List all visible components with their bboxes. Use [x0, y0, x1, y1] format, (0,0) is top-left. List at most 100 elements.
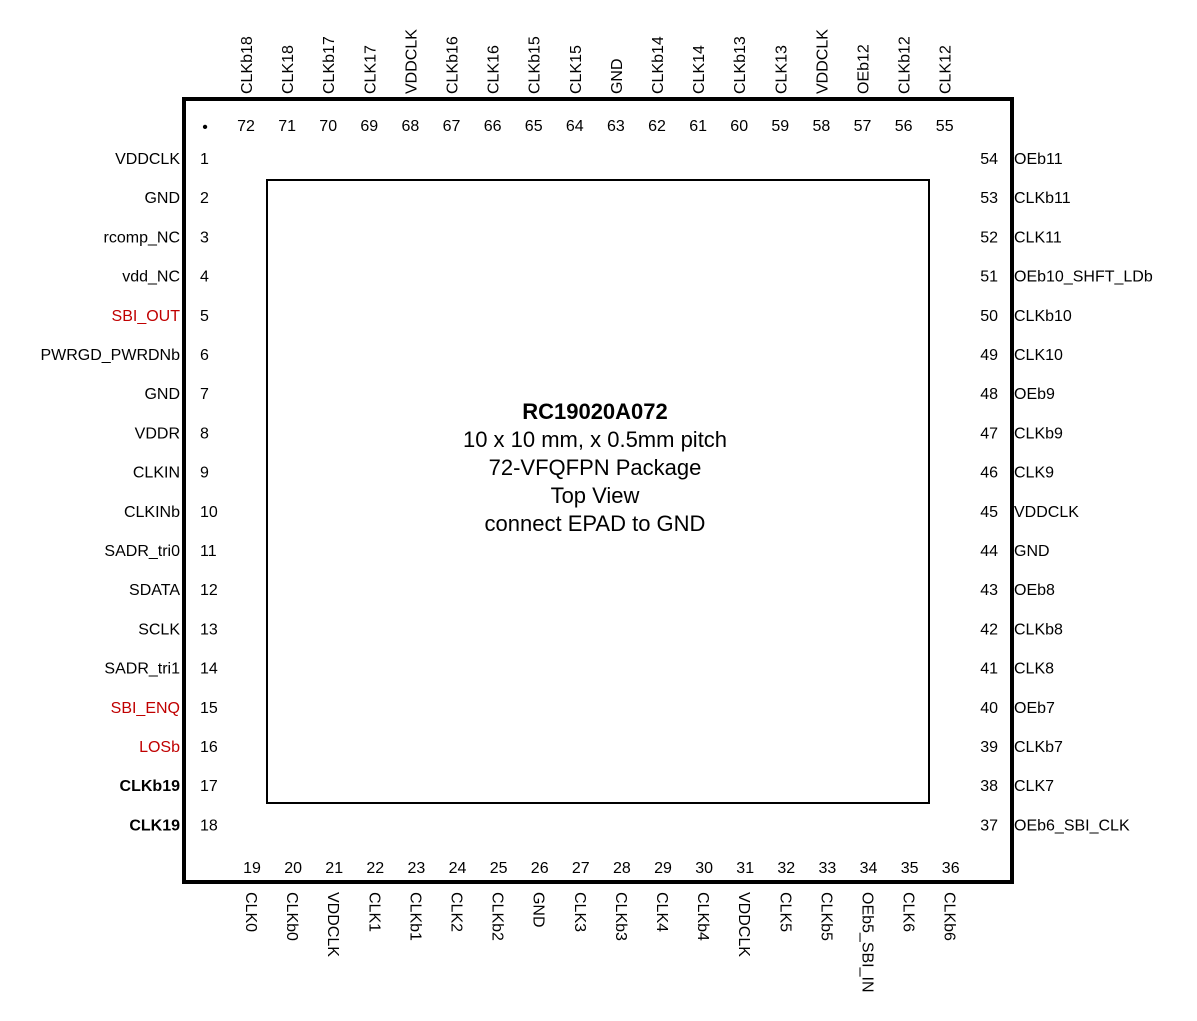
bottom-pin-name: CLK4 [653, 892, 670, 932]
top-pin-number: 67 [443, 118, 461, 135]
bottom-pin-number: 23 [408, 860, 426, 877]
bottom-pin-name: CLKb6 [941, 892, 958, 941]
description-line: connect EPAD to GND [484, 511, 706, 536]
left-pin-number: 16 [200, 739, 218, 756]
bottom-pin-name: VDDCLK [735, 892, 752, 957]
bottom-pin-number: 33 [819, 860, 837, 877]
top-pin-number: 60 [730, 118, 748, 135]
right-pin-number: 44 [980, 543, 998, 560]
top-pin-name: CLKb17 [321, 36, 338, 94]
bottom-pin-name: VDDCLK [324, 892, 341, 957]
left-pin-number: 6 [200, 347, 209, 364]
bottom-pin-name: CLKb5 [817, 892, 834, 941]
left-pin-name: vdd_NC [122, 269, 180, 286]
right-pin-number: 47 [980, 425, 998, 442]
left-pin-name: VDDR [135, 425, 180, 442]
right-pin-number: 41 [980, 661, 998, 678]
bottom-pin-number: 34 [860, 860, 878, 877]
pin1-marker: • [202, 119, 208, 136]
bottom-pin-number: 36 [942, 860, 960, 877]
right-pin-number: 40 [980, 700, 998, 717]
right-pin-name: CLKb10 [1014, 308, 1072, 325]
left-pin-name: LOSb [139, 739, 180, 756]
left-pin-number: 2 [200, 190, 209, 207]
top-pin-name: CLKb18 [239, 36, 256, 94]
description-line: 72-VFQFPN Package [488, 455, 702, 480]
top-pin-number: 72 [237, 118, 255, 135]
left-pin-name: CLKIN [133, 465, 180, 482]
bottom-pin-name: CLKb0 [283, 892, 300, 941]
right-pin-number: 54 [980, 151, 998, 168]
right-pin-name: OEb7 [1014, 700, 1055, 717]
bottom-pin-name: CLK2 [448, 892, 465, 932]
top-pin-name: CLK13 [773, 45, 790, 94]
left-pin-number: 15 [200, 700, 218, 717]
top-pin-number: 64 [566, 118, 584, 135]
bottom-pin-number: 22 [366, 860, 384, 877]
left-pin-number: 18 [200, 817, 218, 834]
top-pin-number: 68 [402, 118, 420, 135]
right-pin-name: OEb8 [1014, 582, 1055, 599]
bottom-pin-name: GND [530, 892, 547, 928]
bottom-pin-number: 27 [572, 860, 590, 877]
bottom-pin-number: 29 [654, 860, 672, 877]
right-pin-number: 51 [980, 269, 998, 286]
right-pin-name: OEb11 [1014, 151, 1063, 168]
left-pin-name: VDDCLK [115, 151, 180, 168]
bottom-pin-number: 26 [531, 860, 549, 877]
top-pin-name: CLK12 [938, 45, 955, 94]
top-pin-number: 61 [689, 118, 707, 135]
right-pin-number: 49 [980, 347, 998, 364]
right-pin-name: CLKb8 [1014, 621, 1063, 638]
right-pin-name: CLK7 [1014, 778, 1054, 795]
right-pin-name: CLK11 [1014, 229, 1062, 246]
left-pin-number: 14 [200, 661, 218, 678]
right-pin-name: CLK10 [1014, 347, 1063, 364]
left-pin-name: GND [144, 190, 180, 207]
part-number: RC19020A072 [522, 399, 668, 424]
left-pin-name: SADR_tri1 [104, 661, 180, 678]
left-pin-number: 13 [200, 621, 218, 638]
left-pin-number: 1 [200, 151, 209, 168]
left-pin-name: SBI_OUT [112, 308, 181, 325]
pins-layer: VDDCLK 1 GND 2 rcomp_NC 3 vdd_NC 4 SBI_OUT 5 PWRGD… [40, 29, 1152, 993]
right-pin-name: CLK8 [1014, 661, 1054, 678]
right-pin-number: 45 [980, 504, 998, 521]
top-pin-name: CLKb12 [897, 36, 914, 94]
left-pin-number: 7 [200, 386, 209, 403]
top-pin-number: 55 [936, 118, 954, 135]
bottom-pin-number: 28 [613, 860, 631, 877]
left-pin-name: GND [144, 386, 180, 403]
top-pin-number: 57 [854, 118, 872, 135]
left-pin-number: 9 [200, 465, 209, 482]
top-pin-name: CLKb16 [445, 36, 462, 94]
top-pin-number: 71 [278, 118, 296, 135]
bottom-pin-number: 24 [449, 860, 467, 877]
top-pin-name: CLKb14 [650, 36, 667, 94]
right-pin-number: 42 [980, 621, 998, 638]
left-pin-number: 5 [200, 308, 209, 325]
bottom-pin-number: 35 [901, 860, 919, 877]
right-pin-number: 37 [980, 817, 998, 834]
right-pin-name: CLKb9 [1014, 425, 1063, 442]
bottom-pin-name: CLKb3 [612, 892, 629, 941]
bottom-pin-number: 30 [695, 860, 713, 877]
bottom-pin-name: CLK1 [365, 892, 382, 932]
left-pin-name: CLKb19 [120, 778, 181, 795]
bottom-pin-number: 32 [777, 860, 795, 877]
top-pin-number: 69 [360, 118, 378, 135]
bottom-pin-number: 19 [243, 860, 261, 877]
top-pin-name: CLKb15 [527, 36, 544, 94]
left-pin-number: 17 [200, 778, 218, 795]
right-pin-name: CLKb11 [1014, 190, 1071, 207]
left-pin-number: 3 [200, 229, 209, 246]
left-pin-number: 11 [200, 543, 217, 560]
top-pin-name: CLK14 [691, 45, 708, 94]
bottom-pin-name: CLKb1 [406, 892, 423, 941]
description-line: Top View [550, 483, 640, 508]
left-pin-name: SBI_ENQ [111, 700, 180, 717]
right-pin-number: 53 [980, 190, 998, 207]
top-pin-number: 66 [484, 118, 502, 135]
right-pin-number: 38 [980, 778, 998, 795]
left-pin-number: 12 [200, 582, 218, 599]
